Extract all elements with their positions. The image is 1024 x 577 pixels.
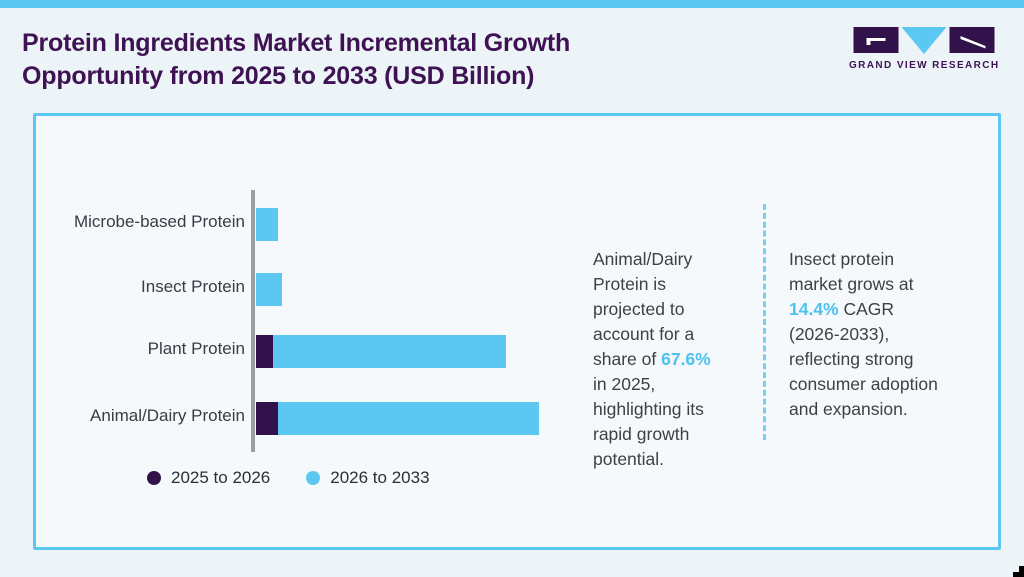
category-label: Microbe-based Protein — [73, 212, 245, 231]
chart-card — [33, 113, 1001, 550]
bar-row — [256, 208, 278, 241]
category-label: Animal/Dairy Protein — [90, 406, 245, 425]
callout-text: Animal/Dairy Protein is projected to acc… — [593, 249, 695, 369]
bar-segment-2026-to-2033 — [256, 208, 278, 241]
bar-segment-2026-to-2033 — [256, 273, 282, 306]
legend-dot-purple-icon — [147, 471, 161, 485]
bar-segment-2026-to-2033 — [278, 402, 539, 435]
callout-animal-dairy-share: Animal/Dairy Protein is projected to acc… — [593, 222, 765, 472]
cursor-artifact — [1013, 566, 1024, 577]
bar-row — [256, 335, 506, 368]
callout-insect-cagr: Insect protein market grows at 14.4% CAG… — [789, 222, 989, 422]
bar-row — [256, 273, 282, 306]
page-title: Protein Ingredients Market Incremental G… — [22, 29, 571, 90]
bar-segment-2025-to-2026 — [256, 402, 278, 435]
chart-legend: 2025 to 2026 2026 to 2033 — [147, 468, 430, 488]
legend-dot-blue-icon — [306, 471, 321, 485]
legend-item-2025-2026: 2025 to 2026 — [147, 468, 270, 488]
top-accent-strip — [0, 0, 1024, 8]
dashed-divider — [763, 204, 766, 440]
callout-text: in 2025, highlighting its rapid growth p… — [593, 374, 704, 469]
callout-text: Insect protein market grows at — [789, 249, 914, 294]
brand-logo: GRAND VIEW RESEARCH — [849, 27, 999, 71]
bar-segment-2026-to-2033 — [273, 335, 506, 368]
bar-segment-2025-to-2026 — [256, 335, 273, 368]
legend-label: 2025 to 2026 — [171, 468, 271, 487]
callout-text: CAGR (2026-2033), reflecting strong cons… — [789, 299, 938, 419]
category-label: Plant Protein — [147, 339, 245, 358]
chart-axis-line — [251, 190, 255, 452]
brand-name: GRAND VIEW RESEARCH — [849, 60, 1000, 71]
callout-accent-value: 67.6% — [661, 349, 711, 369]
category-label: Insect Protein — [141, 277, 245, 296]
legend-label: 2026 to 2033 — [330, 468, 430, 487]
callout-accent-value: 14.4% — [789, 299, 839, 319]
legend-item-2026-2033: 2026 to 2033 — [306, 468, 430, 488]
bar-row — [256, 402, 539, 435]
gvr-logo-icon — [853, 27, 995, 54]
